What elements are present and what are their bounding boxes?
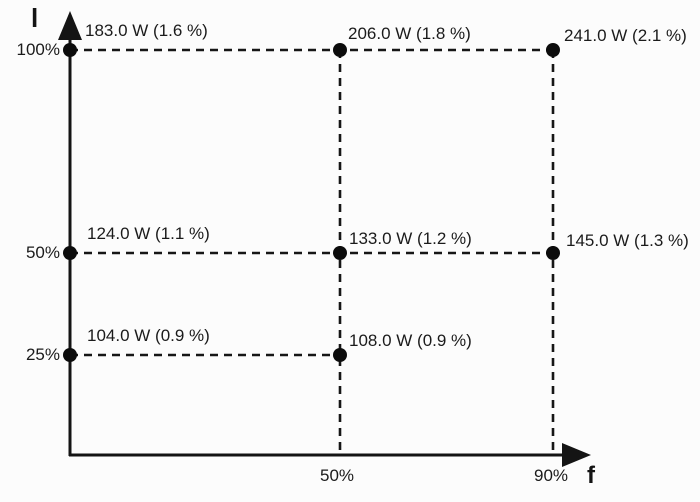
- point-value-label: 124.0 W (1.1 %): [87, 224, 210, 243]
- axes: [58, 11, 591, 467]
- x-tick-label-90pct: 90%: [533, 466, 569, 485]
- data-point: [333, 348, 347, 362]
- x-axis-arrow-icon: [562, 443, 591, 467]
- data-point: [546, 246, 560, 260]
- data-point: [63, 43, 77, 57]
- point-value-label: 241.0 W (2.1 %): [564, 26, 687, 45]
- data-point: [63, 246, 77, 260]
- x-tick-label-50pct: 50%: [319, 466, 355, 485]
- point-value-label: 183.0 W (1.6 %): [85, 21, 208, 40]
- point-value-label: 145.0 W (1.3 %): [566, 231, 689, 250]
- point-value-label: 108.0 W (0.9 %): [349, 331, 472, 350]
- dashed-guide-lines: [70, 48, 555, 455]
- y-tick-label-50pct: 50%: [25, 243, 60, 262]
- point-value-label: 206.0 W (1.8 %): [348, 24, 471, 43]
- y-axis-arrow-icon: [58, 11, 82, 40]
- y-tick-label-100pct: 100%: [16, 40, 60, 59]
- data-point: [333, 43, 347, 57]
- data-points: [63, 43, 560, 362]
- y-axis-label: l: [31, 3, 39, 33]
- data-point: [63, 348, 77, 362]
- data-point: [546, 43, 560, 57]
- data-point: [333, 246, 347, 260]
- x-axis-label: f: [587, 462, 595, 489]
- point-value-label: 133.0 W (1.2 %): [349, 229, 472, 248]
- point-value-label: 104.0 W (0.9 %): [87, 326, 210, 345]
- y-tick-label-25pct: 25%: [25, 345, 60, 364]
